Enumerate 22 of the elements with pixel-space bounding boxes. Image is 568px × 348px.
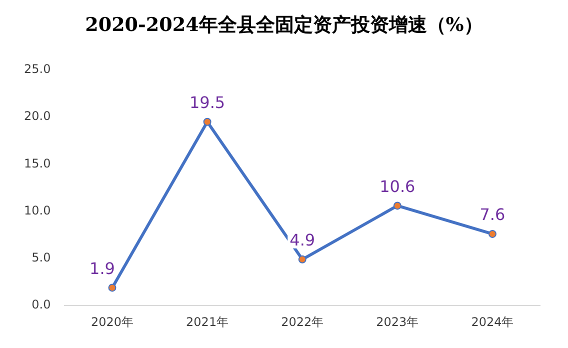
point [298,255,306,264]
y-tick-label: 25.0 [24,62,51,76]
x-tick-label: 2023年 [376,314,419,329]
data-label: 1.9 [90,258,115,278]
data-label: 4.9 [290,230,316,250]
x-tick-label: 2024年 [471,314,514,329]
y-tick-label: 10.0 [24,203,51,218]
x-tick-label: 2020年 [90,314,134,329]
point [108,284,116,292]
y-tick-label: 15.0 [24,156,51,170]
point [203,118,212,126]
y-tick-label: 20.0 [24,109,51,124]
data-label: 19.5 [189,92,226,112]
x-tick-label: 2022年 [281,314,324,329]
point [393,202,402,210]
x-tick-label: 2021年 [186,314,229,329]
y-tick-label: 5.0 [32,250,51,265]
y-tick-label: 0.0 [32,298,51,312]
point [488,230,496,238]
data-label: 7.6 [480,205,506,224]
chart-title: 2020-2024年全县全固定资产投资增速（%） [84,13,484,38]
data-label: 10.6 [380,176,416,196]
